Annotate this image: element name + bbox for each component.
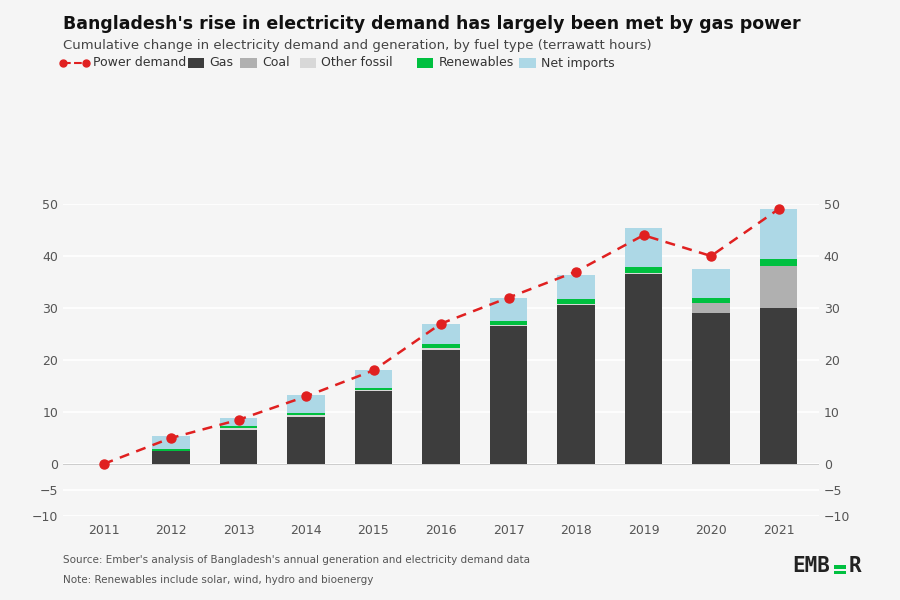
Bar	[692, 280, 730, 303]
Bar	[692, 313, 730, 464]
Bar	[152, 449, 190, 451]
Text: Renewables: Renewables	[438, 56, 514, 70]
Bar	[692, 280, 730, 313]
Bar	[152, 436, 190, 449]
Bar	[557, 299, 595, 304]
Bar	[152, 451, 190, 464]
Bar	[625, 274, 662, 464]
Bar	[220, 428, 257, 430]
Bar	[422, 348, 460, 350]
Bar	[625, 268, 662, 272]
Bar	[692, 269, 730, 298]
Bar	[557, 304, 595, 305]
Bar	[760, 259, 797, 266]
Bar	[220, 418, 257, 426]
Bar	[422, 344, 460, 348]
Bar	[760, 264, 797, 266]
Bar	[557, 275, 595, 299]
Bar	[625, 229, 662, 268]
Bar	[490, 321, 527, 325]
Text: R: R	[849, 556, 861, 576]
Text: Gas: Gas	[210, 56, 234, 70]
Bar	[422, 323, 460, 344]
Text: Net imports: Net imports	[541, 56, 615, 70]
Bar	[287, 413, 325, 415]
Bar	[557, 305, 595, 464]
Bar	[220, 426, 257, 428]
Bar	[490, 325, 527, 326]
Bar	[490, 326, 527, 464]
Text: EMB: EMB	[792, 556, 830, 576]
Bar	[287, 395, 325, 413]
Bar	[287, 417, 325, 464]
Text: Cumulative change in electricity demand and generation, by fuel type (terrawatt : Cumulative change in electricity demand …	[63, 39, 652, 52]
Bar	[355, 389, 392, 391]
Bar	[760, 308, 797, 464]
Bar	[490, 298, 527, 321]
Text: Coal: Coal	[262, 56, 290, 70]
Text: Other fossil: Other fossil	[321, 56, 393, 70]
Bar	[220, 430, 257, 464]
Bar	[355, 388, 392, 389]
Text: Bangladesh's rise in electricity demand has largely been met by gas power: Bangladesh's rise in electricity demand …	[63, 15, 801, 33]
Bar	[287, 415, 325, 417]
Text: Source: Ember's analysis of Bangladesh's annual generation and electricity deman: Source: Ember's analysis of Bangladesh's…	[63, 555, 530, 565]
Text: Power demand: Power demand	[93, 56, 186, 70]
Bar	[355, 391, 392, 464]
Bar	[760, 209, 797, 259]
Bar	[355, 370, 392, 388]
Text: Note: Renewables include solar, wind, hydro and bioenergy: Note: Renewables include solar, wind, hy…	[63, 575, 374, 585]
Bar	[760, 264, 797, 308]
Bar	[692, 298, 730, 303]
Bar	[422, 350, 460, 464]
Bar	[625, 272, 662, 274]
